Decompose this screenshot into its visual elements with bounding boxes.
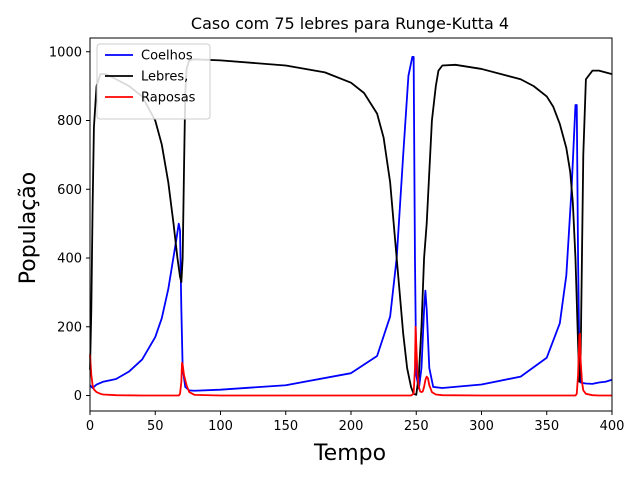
x-tick-label-7: 350: [534, 419, 559, 434]
y-tick-label-0: 0: [74, 389, 82, 404]
legend: Coelhos Lebres, Raposas: [96, 43, 211, 120]
axes: 0 50 100 150 200 250 300 350 400 0 200 400 600 800 100…: [49, 37, 625, 434]
x-axis-label: Tempo: [313, 441, 386, 466]
legend-label-2: Raposas: [141, 91, 196, 106]
plot-area: [89, 56, 613, 397]
x-tick-label-0: 0: [86, 419, 94, 434]
legend-label-1: Lebres,: [141, 70, 188, 85]
legend-box: [96, 43, 211, 120]
y-axis-label: População: [16, 172, 41, 284]
chart-title: Caso com 75 lebres para Runge-Kutta 4: [191, 14, 509, 33]
series-line-0: [89, 56, 613, 392]
y-tick-label-1: 200: [57, 320, 82, 335]
x-tick-label-1: 50: [147, 419, 164, 434]
series-line-2: [89, 325, 612, 397]
x-tick-label-5: 250: [404, 419, 429, 434]
y-tick-label-5: 1000: [49, 45, 82, 60]
x-tick-label-3: 150: [273, 419, 298, 434]
y-tick-label-4: 800: [57, 114, 82, 129]
x-tick-label-2: 100: [208, 419, 233, 434]
x-tick-label-8: 400: [600, 419, 625, 434]
x-tick-label-6: 300: [469, 419, 494, 434]
y-tick-label-3: 600: [57, 183, 82, 198]
x-tick-label-4: 200: [339, 419, 364, 434]
legend-label-0: Coelhos: [141, 49, 193, 64]
y-tick-label-2: 400: [57, 252, 82, 267]
series-line-1: [89, 58, 613, 396]
